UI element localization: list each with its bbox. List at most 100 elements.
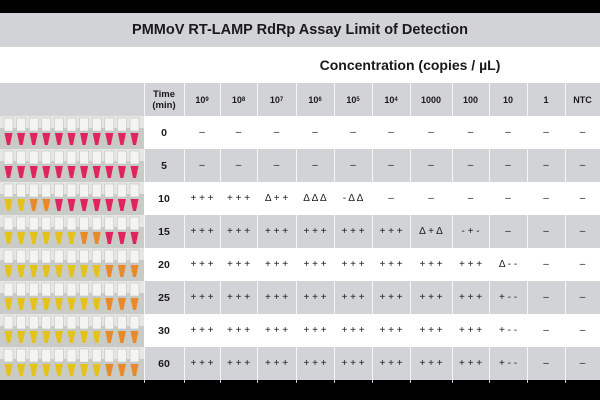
tube-cap — [3, 315, 14, 330]
tube-liquid — [117, 166, 126, 178]
tube-liquid — [42, 331, 51, 343]
result-cell: – — [428, 160, 434, 171]
column-header-base: 10 — [269, 94, 280, 105]
result-cell: + + + — [264, 259, 289, 270]
tube-liquid — [29, 133, 38, 145]
column-header-base: 10 — [231, 94, 242, 105]
result-cell: – — [543, 226, 549, 237]
tube-liquid — [54, 232, 63, 244]
time-header: Time (min) — [144, 83, 184, 116]
result-cell: – — [543, 160, 549, 171]
column-header: 10 7 — [269, 94, 284, 105]
result-cell: - + - — [461, 226, 480, 237]
column-header: 10 9 — [195, 94, 209, 105]
result-cell: + - - — [498, 358, 518, 369]
tube-liquid — [42, 298, 51, 310]
tube-liquid — [92, 265, 101, 277]
tube-cap — [41, 183, 52, 198]
tube-liquid — [42, 265, 51, 277]
result-cell: + + + — [303, 226, 327, 237]
result-cell: + + + — [341, 259, 365, 270]
result-cell: + + + — [226, 358, 251, 369]
tube-liquid — [117, 364, 126, 376]
table-row: 0 – – – – – – – – – – – — [0, 116, 600, 149]
tube-photo — [0, 116, 144, 149]
tube-liquid — [29, 166, 38, 178]
column-header-base: 10 — [195, 94, 206, 105]
result-cell: + + + — [190, 259, 214, 270]
result-cell: - Δ Δ — [342, 193, 364, 204]
result-cell: – — [505, 160, 511, 171]
tube-photo-cell — [0, 314, 144, 347]
table-row: 5 – – – – – – – – – – – — [0, 149, 600, 182]
tube-liquid — [130, 265, 139, 277]
result-cell: + - - — [498, 292, 518, 303]
tube-liquid — [29, 265, 38, 277]
tube-cap — [41, 117, 52, 132]
column-divider — [184, 83, 185, 383]
result-cell: Δ - - — [498, 259, 518, 270]
tube-cap — [129, 282, 140, 297]
tube-liquid — [80, 133, 89, 145]
tube-liquid — [117, 199, 126, 211]
tube-cap — [129, 183, 140, 198]
tube-cap — [3, 216, 14, 231]
tube-photo — [0, 248, 144, 281]
tube-photo-cell — [0, 149, 144, 182]
result-cell: Δ + + — [264, 193, 289, 204]
column-divider — [527, 83, 528, 383]
tube-liquid — [29, 232, 38, 244]
result-cell: Δ Δ Δ — [303, 193, 327, 204]
tube-cap — [28, 315, 39, 330]
tube-cap — [66, 216, 77, 231]
tube-liquid — [4, 166, 13, 178]
tube-cap — [117, 348, 127, 363]
result-cell: – — [543, 259, 549, 270]
tube-liquid — [29, 331, 38, 343]
concentration-title: Concentration (copies / µL) — [319, 57, 501, 73]
result-cell: + + + — [419, 259, 443, 270]
tube-cap — [66, 249, 77, 264]
result-cell: – — [235, 160, 242, 171]
tube-cap — [66, 282, 77, 297]
tube-liquid — [4, 331, 13, 343]
tube-liquid — [54, 331, 63, 343]
result-cell: – — [505, 226, 511, 237]
result-cell: + + + — [458, 358, 483, 369]
tube-liquid — [105, 298, 114, 310]
tube-liquid — [4, 265, 13, 277]
result-cell: + + + — [190, 292, 214, 303]
result-cell: + + + — [458, 325, 483, 336]
result-cell: + + + — [379, 325, 403, 336]
result-cell: – — [428, 127, 434, 138]
column-header-base: 10 — [502, 94, 513, 105]
result-cell: + + + — [458, 259, 483, 270]
result-cell: + + + — [419, 292, 443, 303]
tube-liquid — [130, 331, 139, 343]
result-cell: – — [273, 127, 280, 138]
tube-cap — [117, 249, 127, 264]
table-row: 15 + + + + + + + + + + + + + + + + + + Δ + Δ - +… — [0, 215, 600, 248]
tube-cap — [16, 348, 26, 363]
tube-cap — [79, 249, 89, 264]
tube-cap — [16, 117, 26, 132]
tube-cap — [117, 183, 127, 198]
column-header-base: 100 — [462, 94, 479, 105]
result-cell: – — [428, 193, 434, 204]
column-divider — [296, 83, 297, 383]
tube-cap — [104, 315, 115, 330]
tube-liquid — [67, 232, 76, 244]
result-cell: – — [388, 127, 394, 138]
result-cell: + + + — [190, 226, 214, 237]
tube-cap — [79, 117, 89, 132]
result-cell: + + + — [226, 325, 251, 336]
tube-liquid — [92, 133, 101, 145]
table-title: PMMoV RT-LAMP RdRp Assay Limit of Detect… — [132, 22, 468, 38]
tube-liquid — [130, 298, 139, 310]
column-divider — [334, 83, 335, 383]
time-cell: 20 — [158, 258, 170, 271]
tube-cap — [41, 249, 52, 264]
tube-cap — [16, 249, 26, 264]
result-cell: – — [199, 160, 205, 171]
tube-photo — [0, 182, 144, 215]
